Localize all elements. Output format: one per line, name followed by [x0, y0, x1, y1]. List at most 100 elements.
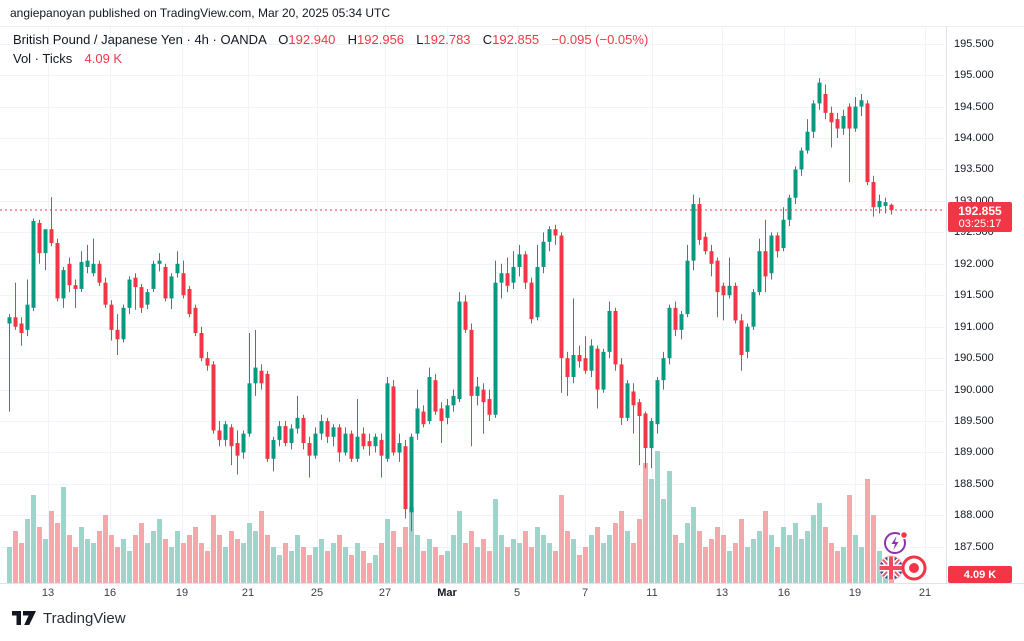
lightning-icon — [891, 536, 899, 550]
time-axis-label[interactable]: 7 — [581, 586, 589, 599]
volume-bar — [589, 535, 594, 583]
volume-bar — [595, 527, 600, 583]
time-axis-label[interactable]: 5 — [513, 586, 521, 599]
japan-flag-icon — [901, 555, 927, 581]
volume-bar — [73, 547, 78, 583]
candle — [655, 377, 660, 434]
symbol-title[interactable]: British Pound / Japanese Yen — [13, 32, 183, 47]
candle — [529, 277, 534, 324]
candle — [187, 285, 192, 318]
candle — [7, 314, 12, 412]
volume-bar — [415, 535, 420, 583]
volume-bar — [391, 531, 396, 583]
candle — [517, 244, 522, 277]
volume-bar — [853, 535, 858, 583]
time-axis-label[interactable]: 19 — [175, 586, 189, 599]
interval-label[interactable]: 4h — [194, 32, 209, 47]
last-price-value: 192.855 — [958, 203, 1002, 218]
candle — [847, 103, 852, 183]
volume-bar — [625, 531, 630, 583]
volume-bar — [265, 535, 270, 583]
time-axis-label[interactable]: Mar — [437, 586, 457, 599]
volume-bar — [103, 515, 108, 583]
candle — [247, 332, 252, 437]
volume-bar — [157, 519, 162, 583]
candle — [163, 263, 168, 302]
candle — [787, 194, 792, 227]
candle — [721, 282, 726, 321]
time-axis-label[interactable]: 16 — [777, 586, 791, 599]
candle — [499, 263, 504, 299]
volume-bar — [235, 539, 240, 583]
tradingview-logo[interactable]: TradingView — [12, 610, 126, 627]
volume-bar — [835, 551, 840, 583]
volume-bar — [49, 511, 54, 583]
exchange-label[interactable]: OANDA — [220, 32, 267, 47]
tradingview-logo-text: TradingView — [43, 610, 126, 627]
candle — [361, 427, 366, 450]
volume-bar — [703, 547, 708, 583]
volume-bar — [127, 551, 132, 583]
candle — [271, 436, 276, 472]
price-axis-label: 190.000 — [954, 383, 994, 396]
candle — [127, 276, 132, 315]
volume-bar — [343, 547, 348, 583]
volume-bar — [259, 511, 264, 583]
volume-bar — [643, 463, 648, 583]
volume-bar — [535, 527, 540, 583]
volume-bar — [31, 495, 36, 583]
price-axis-label: 189.000 — [954, 446, 994, 459]
volume-bar — [673, 535, 678, 583]
volume-indicator-label[interactable]: Vol · Ticks — [13, 51, 73, 66]
volume-bar — [307, 555, 312, 583]
candle — [763, 219, 768, 293]
volume-bars — [7, 451, 894, 583]
time-axis-label[interactable]: 13 — [41, 586, 55, 599]
volume-bar — [451, 535, 456, 583]
candle — [571, 298, 576, 384]
time-axis-label[interactable]: 25 — [310, 586, 324, 599]
candle — [559, 232, 564, 393]
candle — [649, 417, 654, 469]
price-axis-label: 195.500 — [954, 37, 994, 50]
candle — [421, 405, 426, 428]
time-axis[interactable]: 13 16 19 21 25 27 Mar 5 7 11 13 16 19 21 — [0, 583, 1024, 601]
volume-bar — [847, 495, 852, 583]
candle — [439, 402, 444, 444]
time-axis-label[interactable]: 16 — [103, 586, 117, 599]
time-axis-label[interactable]: 11 — [646, 586, 658, 599]
volume-bar — [727, 551, 732, 583]
candle — [115, 314, 120, 356]
last-price-badge: 192.855 03:25:17 — [948, 202, 1012, 232]
time-axis-label[interactable]: 19 — [848, 586, 862, 599]
volume-bar — [175, 531, 180, 583]
volume-bar — [469, 531, 474, 583]
price-axis-label: 195.000 — [954, 69, 994, 82]
price-axis-label: 191.500 — [954, 289, 994, 302]
volume-bar — [205, 551, 210, 583]
time-axis-label[interactable]: 13 — [715, 586, 729, 599]
candle — [259, 364, 264, 390]
volume-bar — [409, 507, 414, 583]
volume-bar — [319, 539, 324, 583]
volume-bar — [133, 535, 138, 583]
close-value: 192.855 — [492, 32, 540, 47]
time-axis-label[interactable]: 27 — [378, 586, 392, 599]
volume-bar — [583, 547, 588, 583]
candle — [709, 244, 714, 277]
time-axis-label[interactable]: 21 — [918, 586, 932, 599]
time-axis-label[interactable]: 21 — [241, 586, 255, 599]
volume-bar — [631, 543, 636, 583]
candle — [613, 307, 618, 371]
volume-bar — [91, 543, 96, 583]
volume-bar — [637, 519, 642, 583]
price-axis[interactable]: 195.500 195.000 194.500 194.000 193.500 193.0… — [946, 27, 1024, 600]
candlestick-chart[interactable] — [0, 0, 946, 583]
lightning-button[interactable] — [884, 530, 909, 554]
candle — [805, 119, 810, 154]
volume-bar — [151, 531, 156, 583]
volume-bar — [559, 495, 564, 583]
high-value: 192.956 — [357, 32, 405, 47]
candle — [307, 436, 312, 478]
